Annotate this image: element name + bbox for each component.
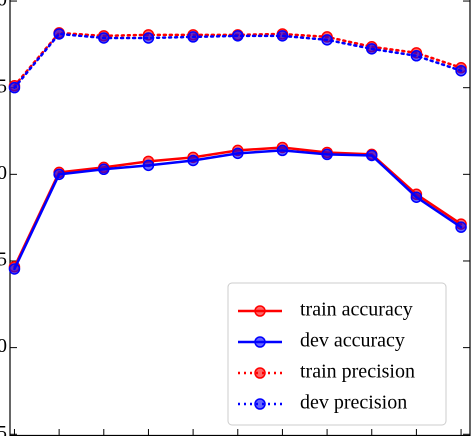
marker xyxy=(187,154,199,167)
y-tick-label: 5 xyxy=(0,75,7,97)
marker xyxy=(455,221,467,233)
legend-label: train accuracy xyxy=(300,299,413,321)
marker xyxy=(232,30,244,42)
marker xyxy=(276,30,289,42)
legend-marker xyxy=(254,367,266,379)
legend-label: train precision xyxy=(300,361,415,383)
legend-label: dev accuracy xyxy=(300,330,405,352)
marker xyxy=(187,31,199,43)
legend-label: dev precision xyxy=(300,392,407,414)
legend: train accuracy dev accuracy train precisio… xyxy=(227,282,447,426)
y-tick-label: 0 xyxy=(0,0,7,11)
marker xyxy=(365,43,378,55)
marker xyxy=(232,147,244,160)
marker xyxy=(8,81,21,94)
marker xyxy=(142,32,155,44)
marker xyxy=(365,149,378,162)
marker xyxy=(321,34,333,46)
marker xyxy=(410,191,423,203)
marker xyxy=(8,263,21,275)
marker xyxy=(98,32,110,44)
series-line xyxy=(13,149,463,271)
y-tick-label: 5 xyxy=(0,422,7,436)
marker xyxy=(455,64,467,77)
legend-marker xyxy=(254,398,266,410)
marker xyxy=(321,148,333,161)
legend-box xyxy=(227,282,447,426)
legend-marker xyxy=(254,305,266,317)
marker xyxy=(142,159,155,172)
y-tick-label: 0 xyxy=(0,335,7,357)
marker xyxy=(410,50,423,62)
marker xyxy=(98,163,110,176)
y-tick-label: 0 xyxy=(0,162,7,184)
marker xyxy=(276,144,289,157)
series-line xyxy=(13,32,463,89)
marker xyxy=(53,28,65,40)
legend-marker xyxy=(254,336,266,348)
marker xyxy=(53,168,65,181)
y-tick-label: 5 xyxy=(0,249,7,271)
series-line xyxy=(13,146,463,269)
